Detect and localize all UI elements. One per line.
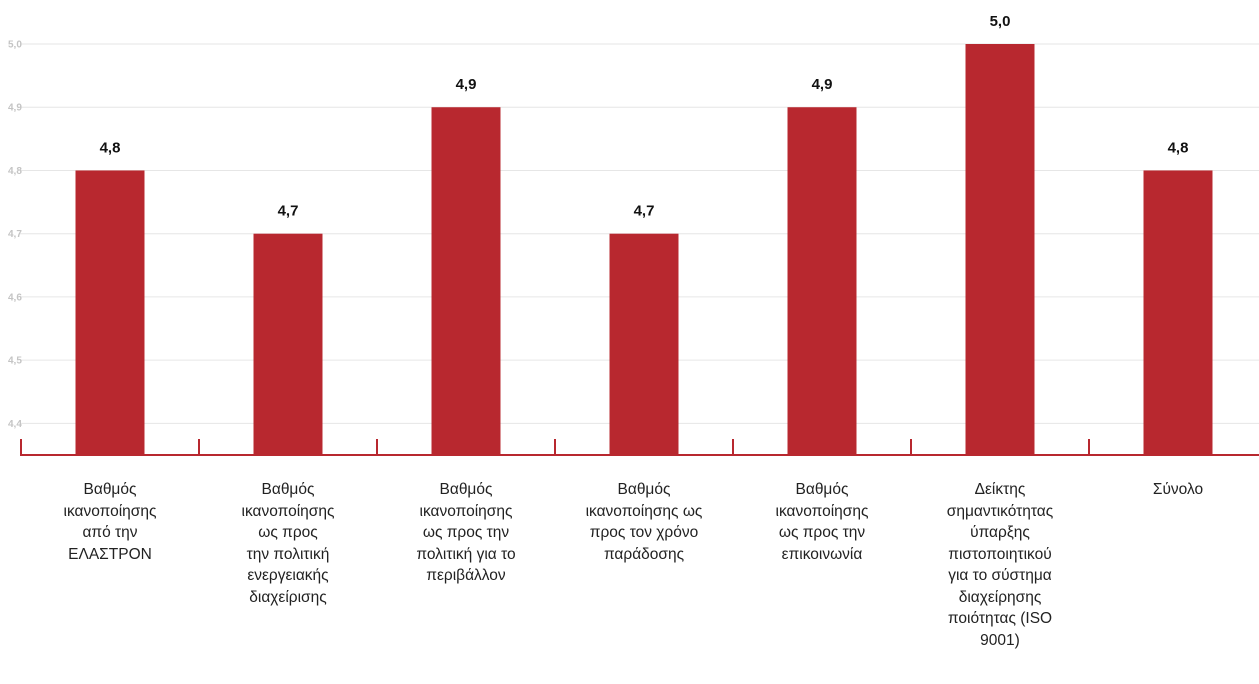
bar <box>431 107 501 455</box>
x-tick-label: Βαθμός ικανοποίησης ως προς την επικοινω… <box>775 481 869 563</box>
y-tick-label: 4,5 <box>8 356 22 367</box>
x-tick-label: Δείκτης σημαντικότητας ύπαρξης πιστοποιη… <box>946 481 1054 649</box>
bar <box>1143 170 1213 455</box>
y-tick-label: 5,0 <box>8 40 22 51</box>
bars <box>75 44 1213 455</box>
x-tick-label: Σύνολο <box>1152 481 1204 498</box>
data-label: 4,8 <box>1168 139 1189 156</box>
data-label: 5,0 <box>990 13 1011 30</box>
y-tick-label: 4,8 <box>8 166 22 177</box>
y-tick-label: 4,7 <box>8 229 22 240</box>
data-label: 4,7 <box>634 203 655 220</box>
x-tick-label: Βαθμός ικανοποίησης από την ΕΛΑΣΤΡΟΝ <box>63 481 157 563</box>
x-tick-label: Βαθμός ικανοποίησης ως προς τον χρόνο πα… <box>585 481 703 563</box>
x-axis <box>20 439 1259 456</box>
y-tick-label: 4,4 <box>8 419 22 430</box>
data-label: 4,9 <box>456 76 477 93</box>
bar <box>787 107 857 455</box>
data-label: 4,7 <box>278 203 299 220</box>
bar <box>253 233 323 455</box>
data-label: 4,9 <box>812 76 833 93</box>
bar <box>609 233 679 455</box>
data-label: 4,8 <box>100 139 121 156</box>
y-tick-label: 4,9 <box>8 103 22 114</box>
y-axis-ticks: 4,4 4,5 4,6 4,7 4,8 4,9 5,0 <box>8 40 22 430</box>
x-tick-label: Βαθμός ικανοποίησης ως προς την πολιτική… <box>241 481 335 606</box>
x-tick-label: Βαθμός ικανοποίησης ως προς την πολιτική… <box>416 481 516 584</box>
y-tick-label: 4,6 <box>8 292 22 303</box>
bar <box>75 170 145 455</box>
bar <box>965 44 1035 455</box>
value-labels: 4,8 4,7 4,9 4,7 4,9 5,0 4,8 <box>100 13 1189 220</box>
